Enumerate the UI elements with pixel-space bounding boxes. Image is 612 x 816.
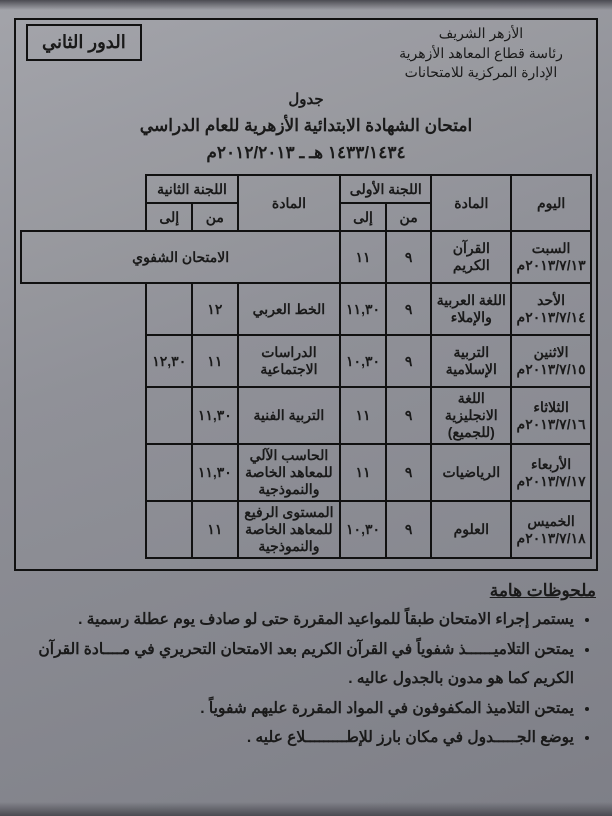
col-to1: إلى bbox=[340, 203, 386, 231]
from-cell: ١١,٣٠ bbox=[192, 444, 238, 501]
from-cell: ١١,٣٠ bbox=[192, 387, 238, 444]
from-cell: ٩ bbox=[386, 501, 432, 558]
to-cell: ١٠,٣٠ bbox=[340, 501, 386, 558]
notes-heading: ملحوظات هامة bbox=[16, 581, 596, 601]
round-box: الدور الثاني bbox=[26, 24, 142, 61]
from-cell: ٩ bbox=[386, 444, 432, 501]
title-block: جدول امتحان الشهادة الابتدائية الأزهرية … bbox=[20, 88, 592, 166]
table-body: السبت ٢٠١٣/٧/١٣م القرآن الكريم ٩ ١١ الام… bbox=[21, 231, 591, 558]
from-cell: ١٢ bbox=[192, 283, 238, 335]
note-item: يستمر إجراء الامتحان طبقاً للمواعيد المق… bbox=[20, 605, 574, 634]
col-committee1: اللجنة الأولى bbox=[340, 175, 431, 203]
header: الأزهر الشريف رئاسة قطاع المعاهد الأزهري… bbox=[20, 24, 592, 84]
day-cell: الأحد ٢٠١٣/٧/١٤م bbox=[511, 283, 591, 335]
col-committee2: اللجنة الثانية bbox=[146, 175, 237, 203]
note-item: يوضع الجـــــدول في مكان بارز للإطــــــ… bbox=[20, 723, 574, 752]
col-from2: من bbox=[192, 203, 238, 231]
org-header: الأزهر الشريف رئاسة قطاع المعاهد الأزهري… bbox=[376, 24, 586, 83]
col-day: اليوم bbox=[511, 175, 591, 231]
to-cell: ١١ bbox=[340, 387, 386, 444]
to-cell: ١٠,٣٠ bbox=[340, 335, 386, 387]
to-cell: ١١ bbox=[340, 231, 386, 283]
to-cell bbox=[146, 501, 192, 558]
org-line2: رئاسة قطاع المعاهد الأزهرية bbox=[376, 44, 586, 64]
col-to2: إلى bbox=[146, 203, 192, 231]
from-cell: ٩ bbox=[386, 387, 432, 444]
from-cell: ٩ bbox=[386, 335, 432, 387]
to-cell: ١١ bbox=[340, 444, 386, 501]
subject-cell: التربية الفنية bbox=[238, 387, 341, 444]
to-cell bbox=[146, 283, 192, 335]
to-cell bbox=[146, 444, 192, 501]
scan-shadow-bottom bbox=[0, 802, 612, 816]
subject-cell: الخط العربي bbox=[238, 283, 341, 335]
notes-list: يستمر إجراء الامتحان طبقاً للمواعيد المق… bbox=[20, 605, 574, 752]
note-item: يمتحن التلاميــــــذ شفوياً في القرآن ال… bbox=[20, 635, 574, 694]
org-line3: الإدارة المركزية للامتحانات bbox=[376, 63, 586, 83]
col-subject1: المادة bbox=[431, 175, 511, 231]
to-cell: ١٢,٣٠ bbox=[146, 335, 192, 387]
subject-cell: الدراسات الاجتماعية bbox=[238, 335, 341, 387]
from-cell: ٩ bbox=[386, 283, 432, 335]
exam-schedule-table: اليوم المادة اللجنة الأولى المادة اللجنة… bbox=[20, 174, 592, 559]
title-main: امتحان الشهادة الابتدائية الأزهرية للعام… bbox=[20, 112, 592, 139]
outer-frame: الأزهر الشريف رئاسة قطاع المعاهد الأزهري… bbox=[14, 18, 598, 571]
col-from1: من bbox=[386, 203, 432, 231]
to-cell: ١١,٣٠ bbox=[340, 283, 386, 335]
document-page: الأزهر الشريف رئاسة قطاع المعاهد الأزهري… bbox=[0, 0, 612, 816]
day-cell: الثلاثاء ٢٠١٣/٧/١٦م bbox=[511, 387, 591, 444]
subject-cell: اللغة الانجليزية (للجميع) bbox=[431, 387, 511, 444]
scan-shadow-top bbox=[0, 0, 612, 10]
subject-cell: الرياضيات bbox=[431, 444, 511, 501]
from-cell: ٩ bbox=[386, 231, 432, 283]
to-cell bbox=[146, 387, 192, 444]
from-cell: ١١ bbox=[192, 501, 238, 558]
subject-cell: التربية الإسلامية bbox=[431, 335, 511, 387]
oral-exam-cell: الامتحان الشفوي bbox=[21, 231, 340, 283]
day-cell: الأربعاء ٢٠١٣/٧/١٧م bbox=[511, 444, 591, 501]
day-cell: السبت ٢٠١٣/٧/١٣م bbox=[511, 231, 591, 283]
subject-cell: العلوم bbox=[431, 501, 511, 558]
day-cell: الخميس ٢٠١٣/٧/١٨م bbox=[511, 501, 591, 558]
note-item: يمتحن التلاميذ المكفوفون في المواد المقر… bbox=[20, 694, 574, 723]
day-cell: الاثنين ٢٠١٣/٧/١٥م bbox=[511, 335, 591, 387]
col-subject2: المادة bbox=[238, 175, 341, 231]
org-line1: الأزهر الشريف bbox=[376, 24, 586, 44]
from-cell: ١١ bbox=[192, 335, 238, 387]
subject-cell: اللغة العربية والإملاء bbox=[431, 283, 511, 335]
subject-cell: القرآن الكريم bbox=[431, 231, 511, 283]
round-label: الدور الثاني bbox=[42, 32, 126, 52]
table-head: اليوم المادة اللجنة الأولى المادة اللجنة… bbox=[21, 175, 591, 231]
subject-cell: الحاسب الآلي للمعاهد الخاصة والنموذجية bbox=[238, 444, 341, 501]
subject-cell: المستوى الرفيع للمعاهد الخاصة والنموذجية bbox=[238, 501, 341, 558]
title-word: جدول bbox=[20, 88, 592, 112]
title-year: ١٤٣٣/١٤٣٤ هـ ـ ٢٠١٢/٢٠١٣م bbox=[20, 139, 592, 166]
